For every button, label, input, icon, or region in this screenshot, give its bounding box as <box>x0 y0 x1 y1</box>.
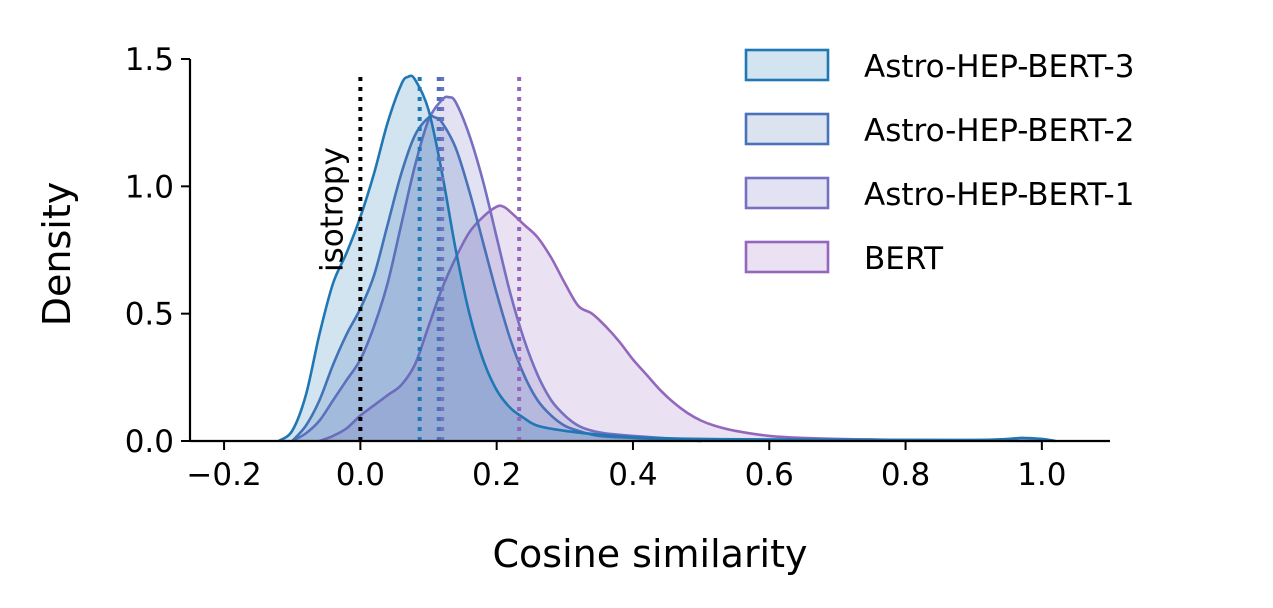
density-fill-astro-hep-bert-1 <box>292 96 702 441</box>
legend-label-bert: BERT <box>864 241 944 277</box>
density-line-astro-hep-bert-2 <box>291 114 702 443</box>
axes: −0.2 0.0 0.2 0.4 0.6 0.8 1.0 0.0 0.5 1.0 1.5 Cosine… <box>35 42 1110 576</box>
mean-lines: isotropy <box>314 72 522 441</box>
density-fill-astro-hep-bert-3 <box>278 75 1056 442</box>
density-line-bert <box>319 204 1042 443</box>
x-tick-label: −0.2 <box>186 457 261 493</box>
legend-swatch-astro-hep-bert-3 <box>744 48 830 82</box>
y-tick-label: 0.5 <box>125 297 174 333</box>
y-axis-title: Density <box>35 182 79 326</box>
legend-label-astro-hep-bert-3: Astro-HEP-BERT-3 <box>864 49 1134 85</box>
density-line-astro-hep-bert-1 <box>291 95 702 443</box>
isotropy-label: isotropy <box>314 147 350 272</box>
legend-swatch-bert <box>744 240 830 274</box>
legend-swatch-astro-hep-bert-2 <box>744 112 830 146</box>
y-tick-label: 1.0 <box>125 169 174 205</box>
legend-label-astro-hep-bert-1: Astro-HEP-BERT-1 <box>864 177 1134 213</box>
x-tick-label: 0.0 <box>336 457 385 493</box>
x-tick-label: 0.2 <box>472 457 521 493</box>
density-fill-bert <box>319 205 1042 441</box>
legend: Astro-HEP-BERT-3 Astro-HEP-BERT-2 Astro-HE… <box>744 48 1134 277</box>
x-tick-label: 0.6 <box>745 457 794 493</box>
legend-label-astro-hep-bert-2: Astro-HEP-BERT-2 <box>864 113 1134 149</box>
density-areas <box>277 74 1056 443</box>
y-tick-label: 1.5 <box>125 42 174 78</box>
x-axis-title: Cosine similarity <box>492 532 807 576</box>
y-tick-label: 0.0 <box>125 424 174 460</box>
legend-swatch-astro-hep-bert-1 <box>744 176 830 210</box>
x-tick-label: 0.4 <box>608 457 657 493</box>
x-tick-label: 0.8 <box>881 457 930 493</box>
density-fill-astro-hep-bert-2 <box>292 116 702 441</box>
x-tick-label: 1.0 <box>1017 457 1066 493</box>
